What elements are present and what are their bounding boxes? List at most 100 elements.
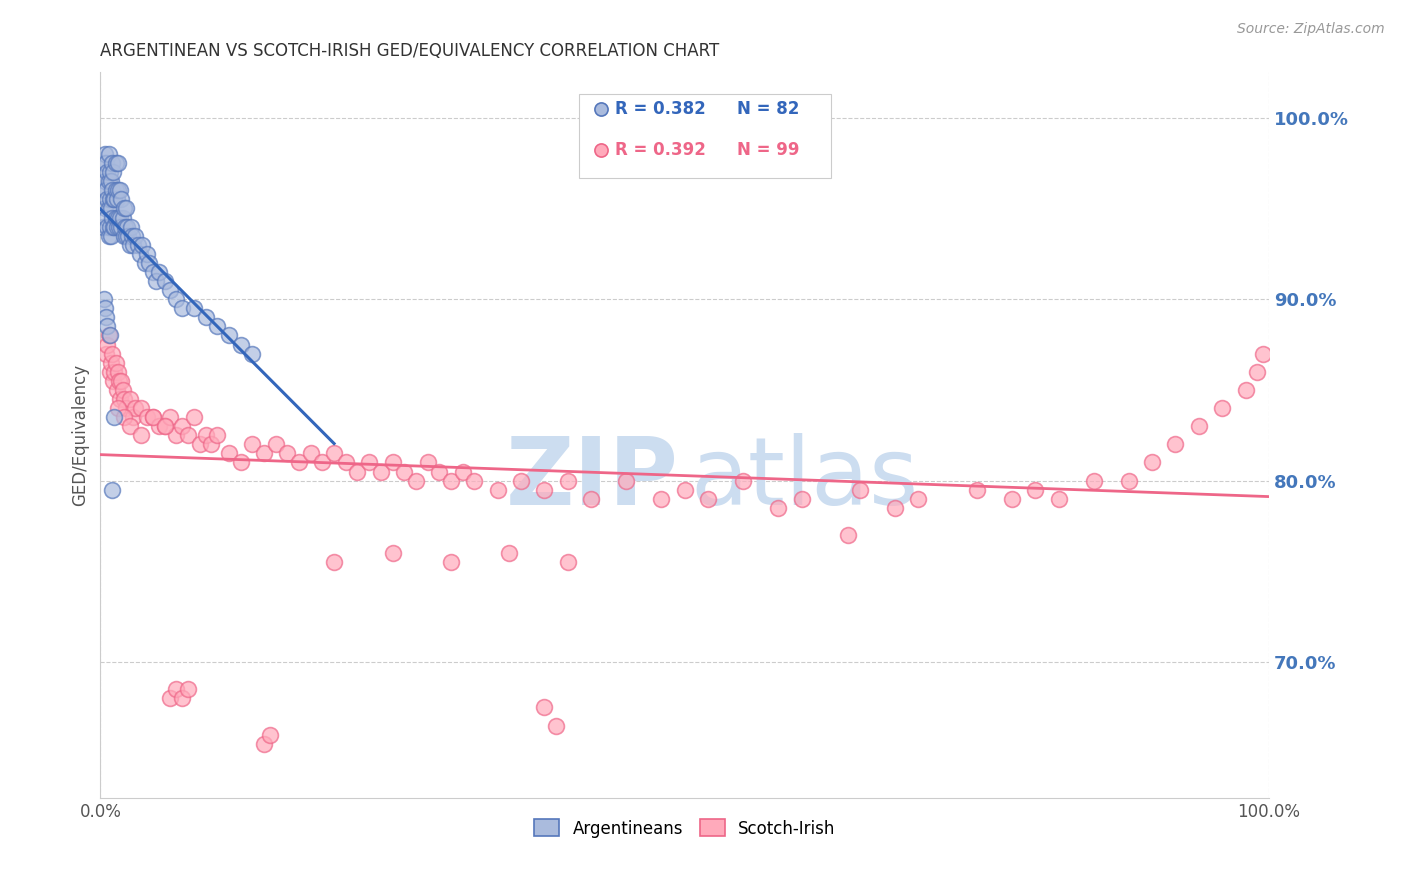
Point — [103, 219, 125, 234]
Point — [159, 410, 181, 425]
Point — [533, 483, 555, 497]
Point — [264, 437, 287, 451]
Point — [159, 691, 181, 706]
Point — [1164, 437, 1187, 451]
Point — [129, 428, 152, 442]
Point — [100, 202, 122, 216]
Point — [94, 147, 117, 161]
Point — [733, 474, 755, 488]
Point — [94, 174, 117, 188]
Point — [91, 219, 114, 234]
Point — [96, 319, 118, 334]
Point — [697, 491, 720, 506]
Point — [104, 211, 127, 225]
Point — [165, 428, 187, 442]
Point — [96, 346, 118, 360]
Point — [108, 219, 131, 234]
Point — [101, 483, 124, 497]
Point — [120, 219, 142, 234]
Point — [172, 301, 194, 316]
Point — [93, 156, 115, 170]
Point — [1234, 383, 1257, 397]
Point — [218, 328, 240, 343]
Point — [122, 410, 145, 425]
Point — [96, 337, 118, 351]
Point — [498, 546, 520, 560]
Point — [451, 465, 474, 479]
Point — [105, 193, 128, 207]
Point — [103, 193, 125, 207]
Point — [766, 500, 789, 515]
Point — [165, 682, 187, 697]
Point — [557, 555, 579, 569]
Point — [288, 455, 311, 469]
Point — [463, 474, 485, 488]
Point — [299, 446, 322, 460]
Point — [1140, 455, 1163, 469]
Point — [1083, 474, 1105, 488]
Point — [416, 455, 439, 469]
Point — [134, 256, 156, 270]
Point — [153, 419, 176, 434]
Point — [205, 319, 228, 334]
Point — [110, 374, 132, 388]
Point — [112, 392, 135, 406]
Point — [323, 555, 346, 569]
Point — [98, 219, 121, 234]
Point — [112, 410, 135, 425]
Point — [837, 528, 859, 542]
Point — [177, 682, 200, 697]
Point — [107, 183, 129, 197]
Text: ARGENTINEAN VS SCOTCH-IRISH GED/EQUIVALENCY CORRELATION CHART: ARGENTINEAN VS SCOTCH-IRISH GED/EQUIVALE… — [100, 42, 720, 60]
Point — [104, 356, 127, 370]
Point — [98, 193, 121, 207]
Point — [153, 419, 176, 434]
Point — [93, 292, 115, 306]
Point — [194, 428, 217, 442]
Point — [121, 228, 143, 243]
Point — [546, 718, 568, 732]
Point — [673, 483, 696, 497]
Point — [1188, 419, 1211, 434]
Point — [172, 691, 194, 706]
Point — [614, 474, 637, 488]
Point — [97, 202, 120, 216]
Point — [101, 346, 124, 360]
Point — [110, 211, 132, 225]
Point — [136, 410, 159, 425]
Point — [94, 202, 117, 216]
Point — [112, 202, 135, 216]
Point — [392, 465, 415, 479]
Point — [142, 410, 165, 425]
Point — [1024, 483, 1046, 497]
Point — [579, 491, 602, 506]
Point — [103, 165, 125, 179]
Point — [97, 147, 120, 161]
Point — [1251, 346, 1274, 360]
Point — [229, 337, 252, 351]
Point — [101, 211, 124, 225]
Point — [370, 465, 392, 479]
Point — [253, 737, 276, 751]
Point — [112, 228, 135, 243]
Text: ZIP: ZIP — [506, 433, 679, 524]
Point — [107, 211, 129, 225]
Point — [118, 419, 141, 434]
Point — [107, 365, 129, 379]
Point — [110, 193, 132, 207]
Point — [96, 183, 118, 197]
Point — [335, 455, 357, 469]
Point — [177, 428, 200, 442]
Y-axis label: GED/Equivalency: GED/Equivalency — [72, 364, 89, 507]
Point — [1211, 401, 1233, 415]
Point — [381, 546, 404, 560]
Point — [97, 328, 120, 343]
Point — [884, 500, 907, 515]
Point — [259, 728, 281, 742]
Point — [103, 410, 125, 425]
Point — [93, 183, 115, 197]
Point — [96, 165, 118, 179]
Point — [96, 219, 118, 234]
Text: N = 99: N = 99 — [737, 141, 800, 159]
Point — [104, 183, 127, 197]
